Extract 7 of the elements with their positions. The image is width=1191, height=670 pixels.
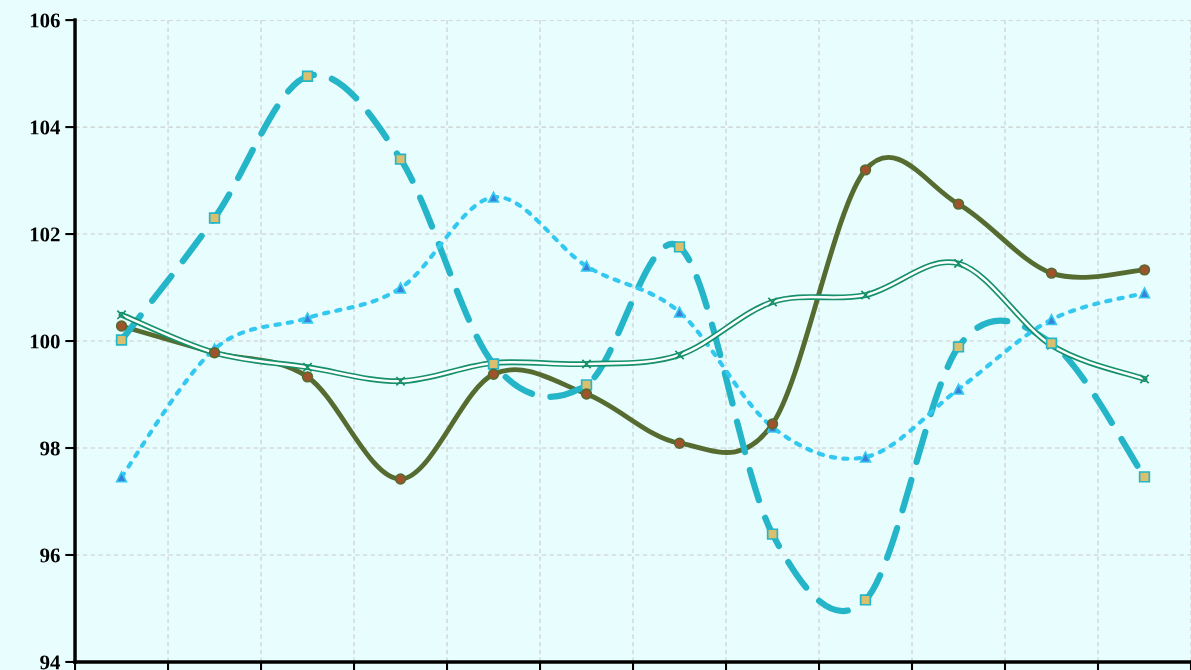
y-tick-label: 98 [40, 441, 60, 456]
y-tick-label: 94 [40, 655, 61, 670]
y-tick-label: 96 [40, 548, 60, 563]
y-tick-label: 100 [30, 334, 60, 349]
y-tick-label: 104 [30, 120, 61, 135]
y-tick-label: 102 [30, 227, 60, 242]
y-tick-label: 106 [30, 13, 60, 28]
